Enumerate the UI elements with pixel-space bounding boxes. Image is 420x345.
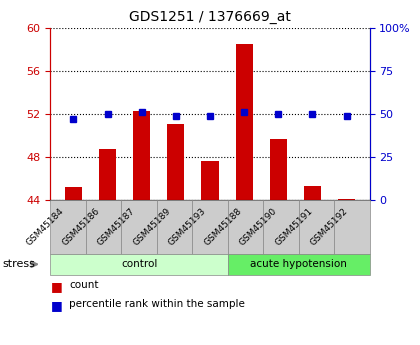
Text: GSM45192: GSM45192 <box>309 206 350 247</box>
Bar <box>236 44 253 200</box>
Text: GSM45188: GSM45188 <box>202 206 243 247</box>
Text: percentile rank within the sample: percentile rank within the sample <box>69 299 245 309</box>
Text: acute hypotension: acute hypotension <box>250 259 347 269</box>
Title: GDS1251 / 1376669_at: GDS1251 / 1376669_at <box>129 10 291 24</box>
Bar <box>65 187 82 200</box>
Text: ■: ■ <box>50 299 62 312</box>
Text: stress: stress <box>2 259 35 269</box>
Bar <box>167 124 184 200</box>
Bar <box>133 111 150 200</box>
Text: GSM45186: GSM45186 <box>60 206 102 247</box>
Bar <box>304 186 321 200</box>
Bar <box>338 199 355 200</box>
Text: ■: ■ <box>50 280 62 293</box>
Bar <box>99 149 116 200</box>
Text: GSM45187: GSM45187 <box>96 206 137 247</box>
Bar <box>270 139 287 200</box>
Text: GSM45184: GSM45184 <box>25 206 66 247</box>
Text: count: count <box>69 280 99 290</box>
Text: GSM45193: GSM45193 <box>167 206 208 247</box>
Bar <box>202 161 218 200</box>
Text: control: control <box>121 259 157 269</box>
Text: GSM45191: GSM45191 <box>273 206 314 247</box>
Text: GSM45189: GSM45189 <box>131 206 173 247</box>
Text: GSM45190: GSM45190 <box>238 206 279 247</box>
